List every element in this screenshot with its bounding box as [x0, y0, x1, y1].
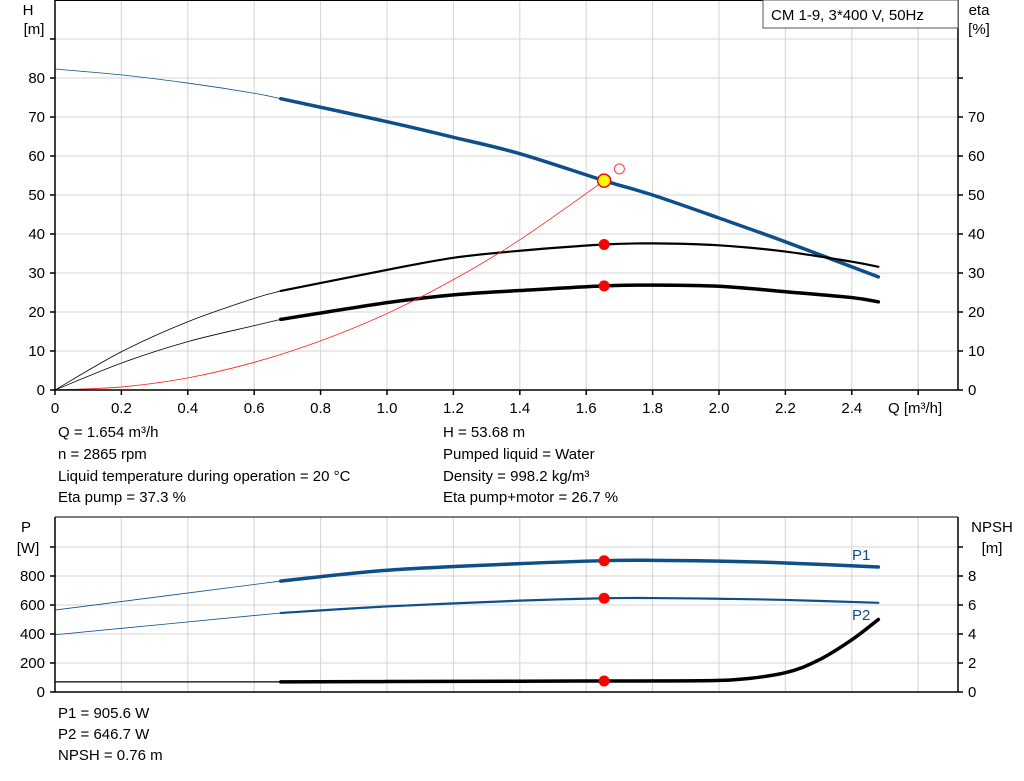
info-p2: P2 = 646.7 W — [58, 726, 150, 743]
q-axis-label: Q [m³/h] — [888, 400, 942, 417]
eta-tick-label: 0 — [968, 382, 976, 399]
x-tick-label: 0.8 — [310, 400, 331, 417]
system-curve — [54, 180, 605, 391]
eta_pump-curve-extended — [54, 290, 281, 391]
eta-tick-label: 60 — [968, 148, 985, 165]
h-tick-label: 10 — [28, 343, 45, 360]
h-tick-label: 80 — [28, 70, 45, 87]
eta-tick-label: 10 — [968, 343, 985, 360]
p2-curve-extended — [54, 612, 281, 636]
x-tick-label: 0.2 — [111, 400, 132, 417]
x-tick-label: 2.4 — [841, 400, 862, 417]
eta_total-curve — [279, 283, 881, 322]
h-axis-name: H — [23, 2, 34, 19]
info-speed: n = 2865 rpm — [58, 446, 147, 463]
h-tick-label: 50 — [28, 187, 45, 204]
x-tick-label: 0 — [51, 400, 59, 417]
eta-axis-name: eta — [969, 2, 991, 19]
x-tick-label: 1.0 — [377, 400, 398, 417]
npsh-axis-name: NPSH — [971, 519, 1013, 536]
duty-markers — [596, 163, 625, 687]
p-tick-label: 800 — [20, 568, 45, 585]
h-tick-label: 70 — [28, 109, 45, 126]
npsh-duty-point — [598, 675, 610, 687]
p-tick-label: 600 — [20, 597, 45, 614]
x-tick-label: 1.8 — [642, 400, 663, 417]
eta-tick-label: 30 — [968, 265, 985, 282]
eta_total-curve-extended — [54, 319, 281, 391]
p2-curve — [279, 596, 880, 615]
h-tick-label: 60 — [28, 148, 45, 165]
tick-labels: 0 0.2 0.4 0.6 0.8 1.0 1.2 1.4 1.6 1.8 2.0 2.2 2.4 0 10… — [20, 70, 985, 701]
eta-tick-label: 20 — [968, 304, 985, 321]
p-axis-unit: [W] — [17, 540, 40, 557]
npsh-tick-label: 6 — [968, 597, 976, 614]
x-tick-label: 0.6 — [244, 400, 265, 417]
p-tick-label: 400 — [20, 626, 45, 643]
p2-duty-point — [598, 592, 610, 604]
axes — [50, 0, 963, 693]
info-p1: P1 = 905.6 W — [58, 705, 150, 722]
x-tick-label: 1.6 — [576, 400, 597, 417]
info-density: Density = 998.2 kg/m³ — [443, 468, 590, 485]
eta-axis-unit: [%] — [968, 21, 990, 38]
p1-curve — [279, 558, 881, 583]
p2-curve-label: P2 — [852, 607, 870, 624]
head-curve — [279, 96, 881, 279]
info-h: H = 53.68 m — [443, 424, 526, 441]
x-tick-label: 0.4 — [177, 400, 198, 417]
top-chart-grid — [55, 0, 958, 390]
npsh-tick-label: 2 — [968, 655, 976, 672]
npsh-tick-label: 4 — [968, 626, 976, 643]
npsh-axis-unit: [m] — [982, 540, 1003, 557]
eta_pump-curve — [279, 242, 880, 293]
h-tick-label: 40 — [28, 226, 45, 243]
info-liquid: Pumped liquid = Water — [443, 446, 595, 463]
x-tick-label: 1.4 — [509, 400, 530, 417]
curves — [54, 68, 881, 684]
info-temperature: Liquid temperature during operation = 20… — [58, 468, 351, 485]
requested-point-marker — [613, 163, 625, 175]
eta-tick-label: 40 — [968, 226, 985, 243]
x-tick-label: 2.2 — [775, 400, 796, 417]
h-tick-label: 30 — [28, 265, 45, 282]
eta-total-duty-point — [598, 280, 610, 292]
bottom-chart-grid — [55, 517, 958, 692]
info-q: Q = 1.654 m³/h — [58, 424, 159, 441]
npsh-curve — [279, 617, 881, 684]
npsh-tick-label: 8 — [968, 568, 976, 585]
p-axis-name: P — [21, 519, 31, 536]
p1-curve-extended — [54, 580, 281, 611]
npsh-tick-label: 0 — [968, 684, 976, 701]
p-tick-label: 0 — [37, 684, 45, 701]
h-tick-label: 20 — [28, 304, 45, 321]
head-duty-point — [596, 173, 612, 188]
info-npsh: NPSH = 0.76 m — [58, 747, 163, 764]
eta-tick-label: 70 — [968, 109, 985, 126]
info-eta-total: Eta pump+motor = 26.7 % — [443, 489, 619, 506]
pump-title: CM 1-9, 3*400 V, 50Hz — [771, 7, 924, 24]
h-axis-unit: [m] — [24, 21, 45, 38]
head-curve-extended — [54, 68, 281, 100]
title-box — [762, 0, 959, 29]
h-tick-label: 0 — [37, 382, 45, 399]
eta-pump-duty-point — [598, 239, 610, 251]
eta-tick-label: 50 — [968, 187, 985, 204]
p1-curve-label: P1 — [852, 547, 870, 564]
p1-duty-point — [598, 555, 610, 567]
x-tick-label: 2.0 — [709, 400, 730, 417]
p-tick-label: 200 — [20, 655, 45, 672]
x-tick-label: 1.2 — [443, 400, 464, 417]
info-eta-pump: Eta pump = 37.3 % — [58, 489, 186, 506]
